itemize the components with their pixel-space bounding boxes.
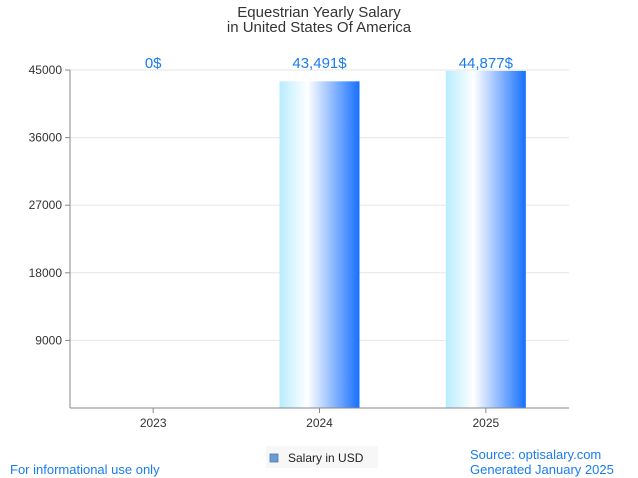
y-tick-label: 45000 [29, 63, 63, 77]
data-labels: 0$ 43,491$ 44,877$ [145, 55, 514, 72]
x-tick-labels: 2023 2024 2025 [140, 408, 500, 430]
y-tick-labels: 9000 18000 27000 36000 45000 [29, 63, 70, 347]
bars [279, 70, 526, 409]
y-tick-label: 18000 [29, 266, 63, 280]
y-tick-label: 9000 [35, 333, 62, 347]
data-label-2025: 44,877$ [459, 55, 514, 72]
x-tick-label: 2025 [472, 416, 499, 430]
x-tick-label: 2023 [140, 416, 167, 430]
source-link[interactable]: Source: optisalary.com [470, 447, 601, 462]
x-tick-label: 2024 [306, 416, 333, 430]
chart-subtitle: in United States Of America [227, 19, 412, 36]
legend[interactable]: Salary in USD [266, 446, 378, 468]
disclaimer-note: For informational use only [10, 462, 160, 477]
bar-2025[interactable] [445, 70, 526, 409]
chart-title: Equestrian Yearly Salary [237, 4, 401, 21]
legend-label: Salary in USD [288, 451, 364, 465]
legend-swatch [269, 453, 279, 463]
legend-box [266, 446, 378, 468]
y-tick-label: 36000 [29, 131, 63, 145]
y-tick-label: 27000 [29, 198, 63, 212]
bar-2024[interactable] [279, 81, 360, 409]
data-label-2024: 43,491$ [292, 55, 347, 72]
data-label-2023: 0$ [145, 55, 162, 72]
generated-date: Generated January 2025 [470, 462, 614, 477]
